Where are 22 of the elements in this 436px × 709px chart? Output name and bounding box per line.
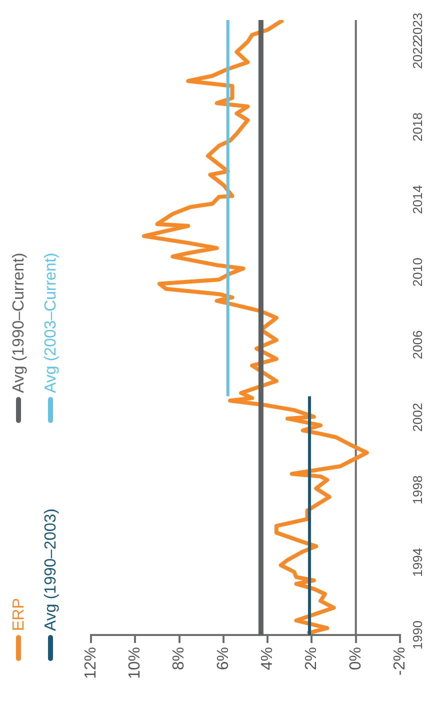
y-tick-label: 2002 (410, 402, 426, 432)
text: Avg (1990–2003) (42, 508, 60, 631)
text: ERP (10, 598, 28, 631)
y-tick-label: 1994 (410, 548, 426, 577)
x-tick-label: 12% (82, 647, 100, 680)
text: Avg (2003–Current) (42, 252, 60, 393)
y-tick-label: 2018 (410, 112, 426, 142)
y-tick-label: 2022 (410, 40, 426, 69)
y-tick-label: 2014 (410, 185, 426, 214)
x-tick-label: 6% (214, 647, 232, 670)
y-tick-label: 1990 (410, 620, 426, 650)
text: Avg (1990–Current) (10, 252, 28, 393)
x-tick-label: 2% (303, 647, 320, 670)
x-tick-label: 0% (347, 647, 364, 670)
y-tick-label: 2010 (410, 258, 426, 287)
x-tick-label: 8% (170, 647, 188, 670)
y-tick-label: 1998 (410, 475, 426, 504)
y-tick-label: 2006 (410, 330, 426, 360)
x-tick-label: 10% (126, 647, 144, 680)
y-tick-label: 2023 (410, 12, 426, 42)
x-tick-label: 4% (258, 647, 276, 670)
x-tick-label: -2% (391, 647, 408, 676)
